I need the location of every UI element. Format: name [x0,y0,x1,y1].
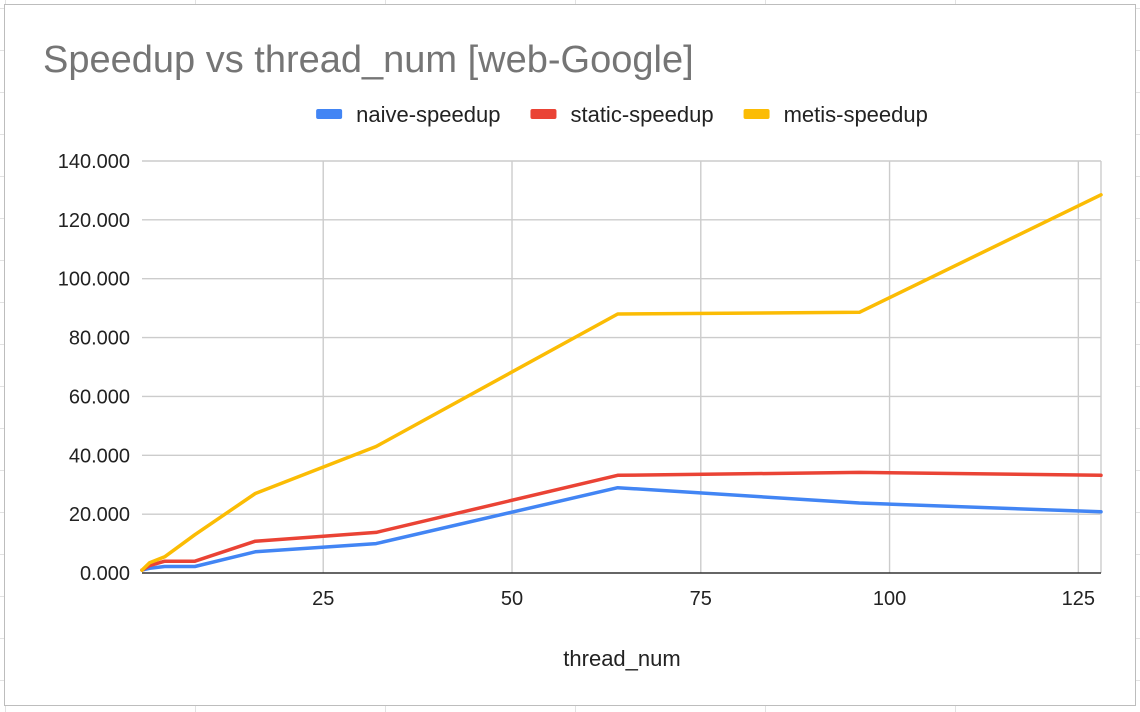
series-line-static-speedup [140,470,1103,572]
x-tick-label: 50 [501,588,523,610]
legend-swatch-static-speedup [530,109,557,119]
chart-series-lines [140,193,1103,572]
y-axis-tick-labels: 0.000 20.000 40.000 60.000 80.000 100.000 120.… [58,151,130,585]
y-tick-label: 100.000 [58,269,130,291]
y-tick-label: 120.000 [58,210,130,232]
chart-gridlines [142,160,1102,573]
series-line-naive-speedup [140,485,1103,572]
legend-label-metis-speedup: metis-speedup [784,102,928,127]
legend-swatch-metis-speedup [743,109,770,119]
y-tick-label: 40.000 [69,445,130,467]
x-axis-tick-labels: 25 50 75 100 125 [312,588,1095,610]
y-tick-label: 60.000 [69,386,130,408]
line-chart: Speedup vs thread_num [web-Google] naive… [43,39,1103,671]
y-tick-label: 0.000 [80,563,130,585]
x-axis-title: thread_num [563,646,680,671]
legend-swatch-naive-speedup [316,109,343,119]
x-tick-label: 25 [312,588,334,610]
x-tick-label: 100 [873,588,906,610]
chart-title: Speedup vs thread_num [web-Google] [43,39,694,81]
series-line-metis-speedup [140,193,1103,572]
chart-legend: naive-speedup static-speedup metis-speedup [316,102,928,127]
x-tick-label: 125 [1062,588,1095,610]
y-tick-label: 140.000 [58,151,130,173]
y-tick-label: 80.000 [69,328,130,350]
x-tick-label: 75 [690,588,712,610]
legend-label-naive-speedup: naive-speedup [356,102,500,127]
chart-container[interactable]: Speedup vs thread_num [web-Google] naive… [4,4,1136,706]
y-tick-label: 20.000 [69,504,130,526]
legend-label-static-speedup: static-speedup [570,102,713,127]
